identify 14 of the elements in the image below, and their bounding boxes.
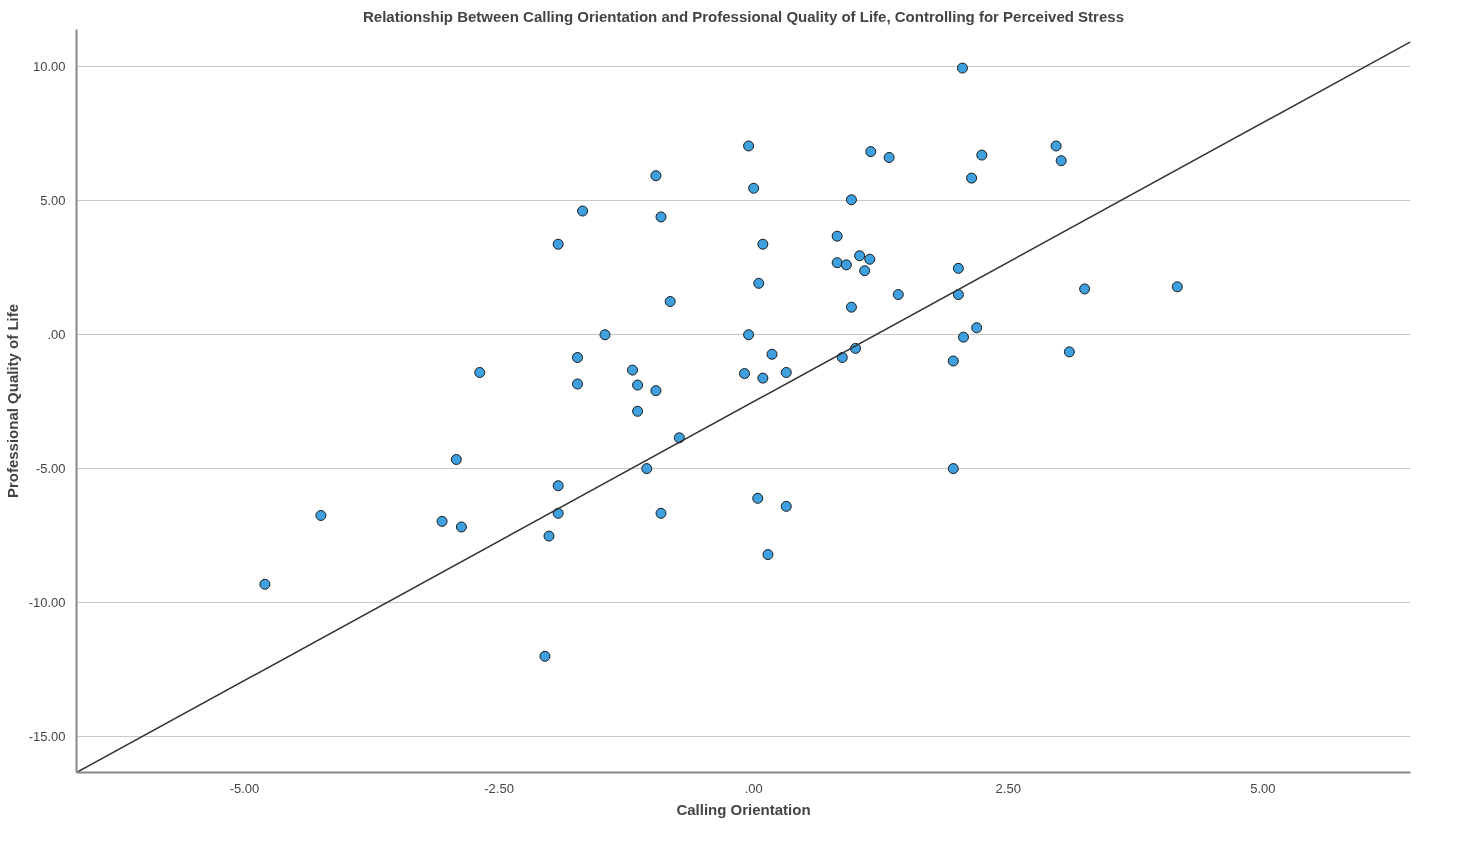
y-tick-label: -10.00 bbox=[28, 594, 66, 610]
x-tick-label: -2.50 bbox=[484, 780, 514, 796]
y-tick-label: 10.00 bbox=[32, 59, 66, 75]
y-tick-label: -5.00 bbox=[35, 461, 66, 477]
x-tick-label: -5.00 bbox=[229, 780, 260, 796]
y-axis-title: Professional Quality of Life bbox=[3, 303, 21, 499]
x-tick-label: 2.50 bbox=[995, 780, 1021, 796]
x-axis-title: Calling Orientation bbox=[676, 800, 811, 818]
y-tick-label: -15.00 bbox=[28, 728, 66, 744]
y-tick-label: .00 bbox=[47, 327, 66, 343]
x-tick-label: 5.00 bbox=[1250, 780, 1276, 796]
x-tick-label: .00 bbox=[744, 780, 763, 796]
chart-title: Relationship Between Calling Orientation and Professional Quality of Life, Controlling for Perceived Stress bbox=[363, 7, 1124, 25]
y-tick-label: 5.00 bbox=[40, 193, 66, 209]
